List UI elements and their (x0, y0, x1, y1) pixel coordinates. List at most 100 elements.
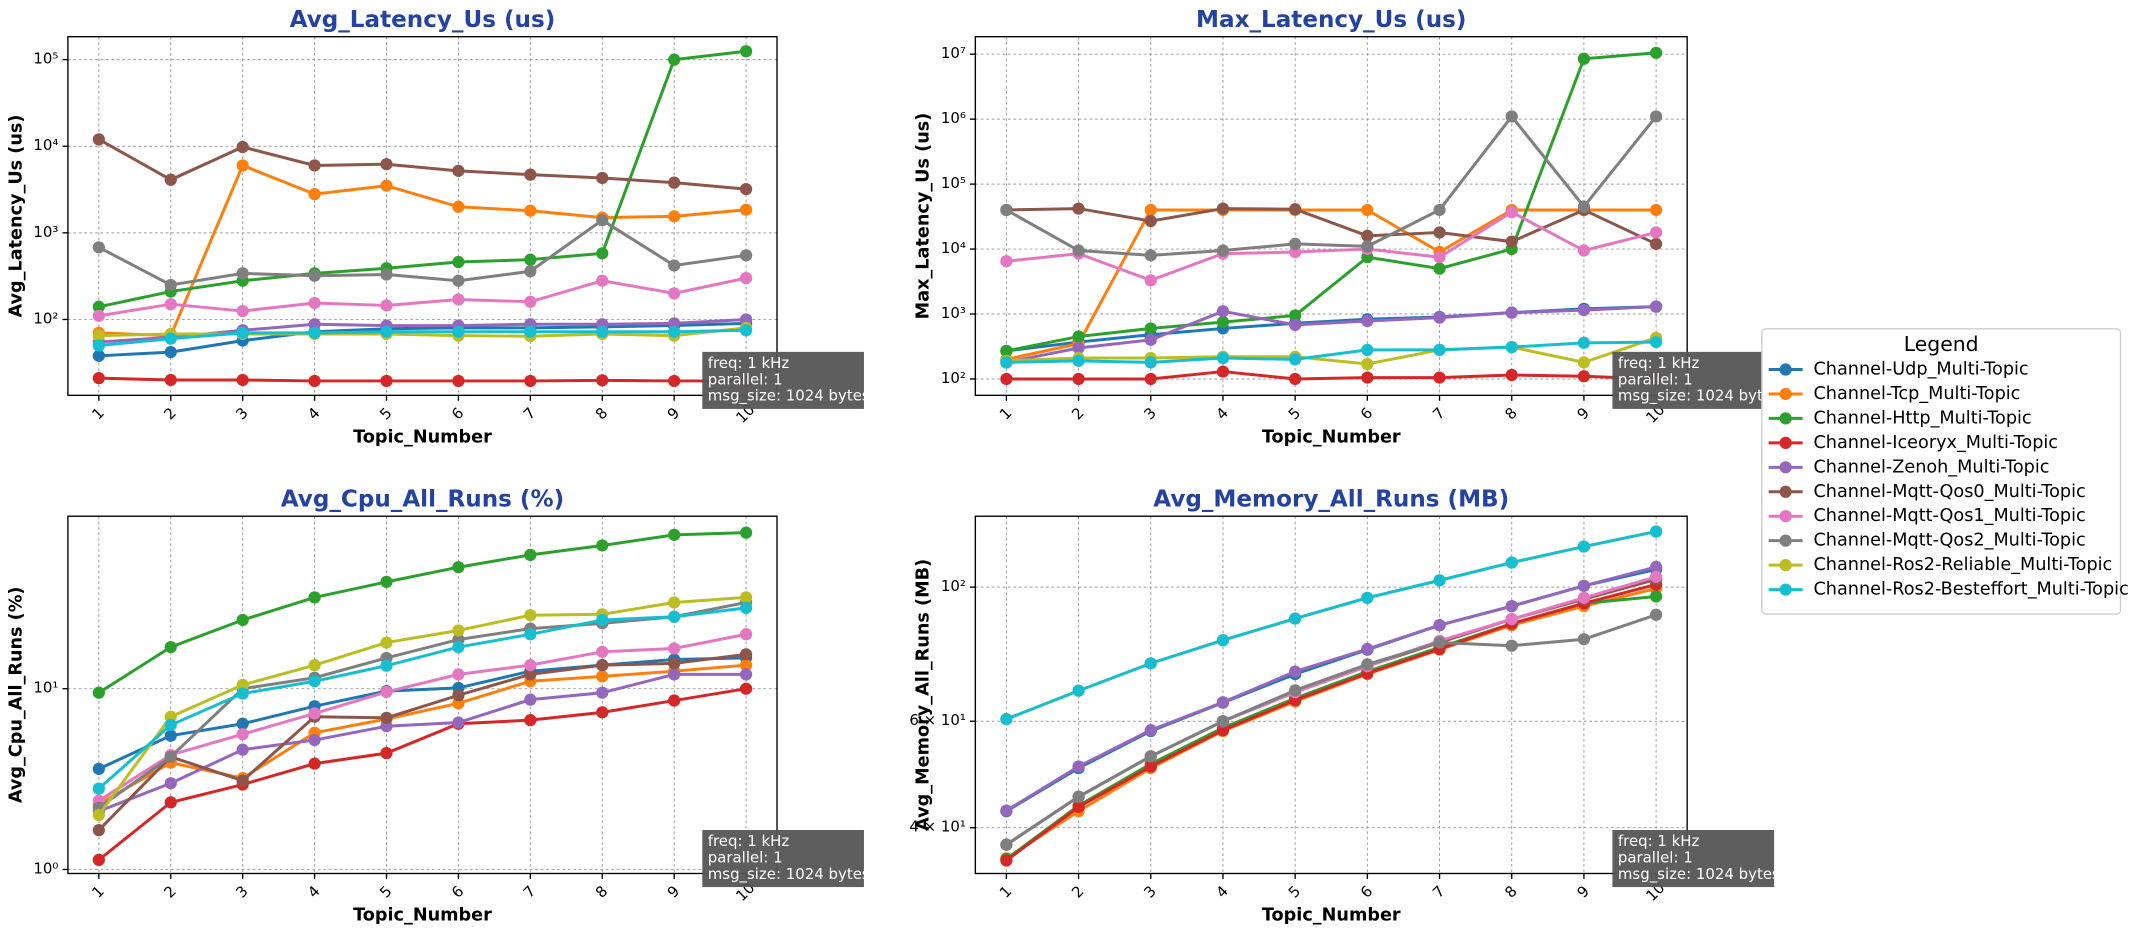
data-point (1505, 206, 1518, 219)
data-point (668, 325, 681, 338)
data-point (739, 324, 753, 337)
data-point (1072, 354, 1085, 367)
data-point (596, 171, 609, 185)
data-point (236, 304, 249, 318)
legend-marker (1779, 461, 1792, 474)
data-point (524, 714, 537, 727)
data-point (1577, 244, 1591, 257)
data-point (1577, 591, 1591, 604)
data-point (668, 528, 681, 541)
plot-frame (974, 515, 1688, 875)
data-point (1216, 202, 1230, 215)
data-point (1577, 633, 1591, 646)
data-point (1144, 203, 1157, 217)
chart-title: Avg_Latency_Us (us) (290, 7, 556, 33)
data-point (1072, 341, 1085, 355)
data-point (524, 204, 537, 217)
data-point (524, 325, 537, 338)
data-point (668, 657, 681, 670)
data-point (308, 326, 321, 339)
data-point (739, 648, 753, 661)
data-point (1144, 750, 1157, 763)
data-point (1144, 657, 1157, 670)
data-point (1072, 790, 1085, 803)
series-line (98, 49, 747, 309)
series-line (1006, 340, 1657, 364)
series-line (1006, 51, 1657, 353)
y-tick-label: 10⁴ (33, 136, 58, 154)
data-point (452, 668, 465, 681)
data-point (1000, 838, 1013, 851)
data-point (524, 628, 537, 641)
data-point (1216, 351, 1230, 365)
data-point (1072, 800, 1085, 814)
annotation-text: msg_size: 1024 bytes (708, 865, 870, 883)
data-point (1289, 684, 1302, 697)
data-point (1505, 613, 1518, 626)
data-point (92, 339, 105, 352)
y-tick-label: 10³ (33, 223, 58, 241)
data-point (524, 168, 537, 181)
data-point (1505, 600, 1518, 613)
data-point (92, 372, 105, 385)
data-point (1650, 110, 1663, 123)
data-point (739, 272, 753, 285)
data-point (739, 601, 753, 614)
y-axis-label: Max_Latency_Us (us) (914, 113, 934, 320)
y-tick-label: 10¹ (33, 679, 58, 697)
data-point (668, 317, 681, 330)
data-point (668, 694, 681, 707)
data-point (236, 267, 249, 280)
data-point (1361, 591, 1374, 604)
data-point (1650, 525, 1663, 538)
data-point (380, 685, 393, 699)
x-axis-label: Topic_Number (1262, 906, 1401, 926)
data-point (236, 613, 249, 627)
data-point (1577, 356, 1591, 369)
data-point (308, 733, 321, 747)
data-point (596, 325, 609, 338)
y-tick-label: 10⁵ (33, 50, 58, 68)
data-point (452, 255, 465, 269)
data-point (1650, 570, 1663, 583)
annotation-text: msg_size: 1024 bytes (1618, 387, 1780, 405)
data-point (92, 329, 105, 342)
legend-label: Channel-Mqtt-Qos1_Multi-Topic (1813, 506, 2085, 526)
chart-title: Avg_Memory_All_Runs (MB) (1153, 486, 1509, 512)
data-point (739, 182, 753, 196)
data-point (1361, 229, 1374, 242)
data-point (92, 824, 105, 837)
y-tick-label: 10² (941, 577, 966, 595)
data-point (1361, 642, 1374, 656)
data-point (1433, 311, 1446, 324)
y-tick-label: 10⁶ (941, 109, 966, 127)
data-point (452, 325, 465, 338)
data-point (308, 707, 321, 720)
data-point (1650, 560, 1663, 574)
series-line (98, 138, 747, 191)
data-point (1289, 353, 1302, 366)
y-tick-label: 10² (33, 309, 58, 327)
series-line (1005, 565, 1657, 812)
data-point (668, 642, 681, 655)
data-point (596, 659, 609, 672)
data-point (308, 188, 321, 201)
data-point (1577, 336, 1591, 349)
data-point (1289, 612, 1302, 625)
data-point (452, 561, 465, 574)
data-point (1505, 340, 1518, 354)
data-point (596, 686, 609, 699)
data-point (1289, 318, 1302, 332)
data-point (1144, 249, 1157, 262)
x-axis-label: Topic_Number (1262, 427, 1401, 447)
data-point (236, 717, 249, 730)
data-point (1577, 200, 1591, 213)
data-point (308, 675, 321, 688)
data-point (596, 214, 609, 227)
y-tick-label: 10⁰ (33, 859, 58, 877)
data-point (1505, 368, 1518, 382)
data-point (92, 309, 105, 322)
data-point (236, 159, 249, 172)
data-point (452, 716, 465, 729)
data-point (380, 179, 393, 192)
